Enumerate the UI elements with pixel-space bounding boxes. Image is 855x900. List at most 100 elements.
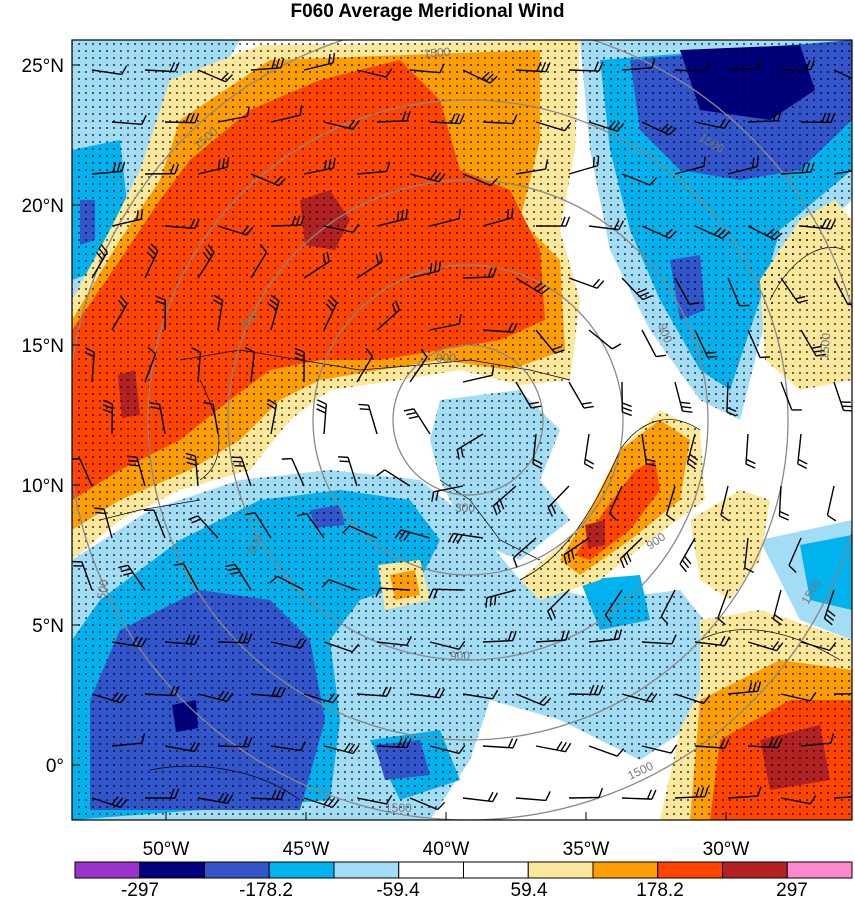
height-contours [72, 40, 852, 820]
wind-barb [197, 157, 230, 175]
wind-barb [356, 795, 393, 805]
wind-barb [429, 640, 466, 650]
wind-barb [144, 243, 159, 279]
wind-barb [447, 532, 484, 544]
wind-barb [72, 457, 93, 487]
lon-label: 30°W [703, 839, 750, 860]
contour-label: 900 [450, 649, 470, 663]
wind-barb [621, 789, 657, 800]
colorbar [74, 861, 853, 879]
wind-barb [535, 741, 572, 753]
wind-barb [780, 59, 816, 71]
wind-barb [356, 347, 374, 383]
lat-label: 15°N [22, 336, 64, 357]
wind-barb [250, 789, 286, 801]
wind-barb [512, 537, 537, 568]
wind-barb [429, 113, 465, 125]
wind-barb [694, 329, 718, 358]
colorbar-box [463, 861, 529, 879]
lon-label: 50°W [143, 839, 190, 860]
contour-label: 900 [245, 532, 265, 556]
wind-barb [203, 401, 219, 435]
wind-barb [269, 575, 305, 591]
map-title: F060 Average Meridional Wind [290, 1, 565, 22]
wind-barb [376, 469, 411, 487]
wind-barb [547, 485, 570, 517]
longitude-labels: 50°W 45°W 40°W 35°W 30°W [143, 839, 750, 860]
wind-barb [641, 329, 667, 358]
colorbar-label: -178.2 [239, 880, 293, 900]
wind-barb [338, 456, 358, 487]
wind-barb [294, 347, 305, 383]
wind-barb [674, 62, 710, 73]
wind-barb [358, 403, 378, 435]
wind-barb [144, 788, 180, 799]
wind-barb [84, 347, 95, 383]
wind-barb [429, 314, 462, 331]
wind-barb [515, 61, 551, 73]
wind-barb [316, 399, 328, 435]
colorbar-box [204, 861, 270, 879]
wind-barb [409, 63, 445, 74]
wind-barb [604, 589, 623, 624]
wind-barb [462, 69, 498, 84]
wind-barb [800, 329, 827, 357]
wind-barb [720, 485, 730, 522]
wind-barb [375, 587, 411, 598]
colorbar-box [786, 861, 853, 879]
wind-barb [250, 173, 287, 187]
wind-barb [164, 218, 200, 230]
wind-barb [111, 636, 148, 648]
wind-barb [342, 525, 378, 539]
wind-barb [588, 219, 625, 231]
wind-barb [674, 277, 700, 305]
wind-barb [462, 791, 499, 803]
wind-barb [788, 537, 802, 573]
wind-barb [780, 692, 817, 702]
wind-barb [303, 796, 340, 809]
wind-barb [270, 215, 305, 227]
wind-barb [409, 171, 446, 183]
wind-barb [641, 634, 677, 645]
wind-barb [694, 118, 731, 130]
wind-barb [197, 690, 234, 702]
wind-barb [515, 791, 551, 802]
wind-barb [394, 529, 431, 541]
wind-barb [429, 208, 461, 227]
wind-barb [111, 114, 147, 125]
wind-barb [321, 579, 358, 591]
wind-barb [155, 295, 166, 331]
wind-barb [482, 322, 518, 333]
latitude-ticks [72, 64, 80, 766]
wind-barb [217, 225, 254, 236]
wind-barb [780, 381, 802, 411]
wind-barb [376, 208, 409, 227]
wind-barb [428, 588, 464, 599]
colorbar-box [592, 861, 659, 879]
colorbar-box [527, 861, 594, 879]
wind-barb [102, 399, 114, 435]
wind-barb [780, 277, 808, 304]
lon-label: 40°W [423, 839, 470, 860]
colorbar-box [139, 861, 205, 879]
wind-barb [225, 563, 252, 591]
latitude-labels: 25°N 20°N 15°N 10°N 5°N 0° [22, 56, 64, 777]
wind-barb [621, 692, 658, 703]
wind-barb [747, 329, 771, 359]
wind-barb [250, 686, 286, 698]
wind-barb [568, 787, 604, 799]
wind-barb [323, 295, 338, 331]
wind-barb [515, 159, 549, 175]
lat-label: 10°N [22, 476, 64, 497]
wind-barb [833, 170, 852, 175]
wind-barb [356, 161, 391, 175]
wind-barb [583, 433, 595, 470]
wind-barb [641, 744, 678, 754]
wind-barb [726, 381, 737, 417]
wind-barb [674, 381, 693, 413]
wind-barb [431, 485, 464, 502]
wind-barb [197, 69, 234, 83]
wind-barb [191, 347, 202, 383]
wind-barb [547, 589, 570, 621]
wind-barb [778, 485, 790, 521]
